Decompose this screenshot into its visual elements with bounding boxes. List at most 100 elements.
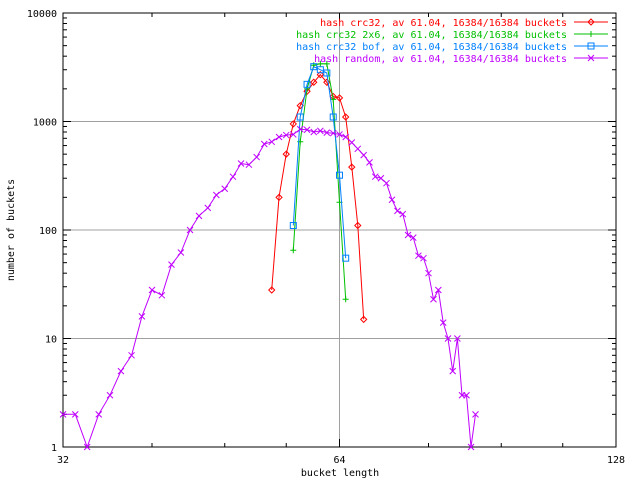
data-point [260, 140, 268, 148]
data-point [435, 286, 442, 294]
series-layer [59, 60, 479, 451]
data-point [323, 129, 331, 136]
data-point [268, 286, 276, 294]
legend-entry: hash crc32 2x6, av 61.04, 16384/16384 bu… [296, 30, 608, 41]
data-point [366, 159, 373, 166]
legend-label: hash crc32 2x6, av 61.04, 16384/16384 bu… [296, 30, 567, 41]
data-point [316, 127, 324, 135]
data-point [317, 60, 324, 67]
data-point [409, 234, 417, 242]
data-point [341, 113, 350, 121]
legend-label: hash crc32, av 61.04, 16384/16384 bucket… [320, 18, 567, 29]
data-point [342, 296, 349, 303]
series-line [292, 66, 347, 259]
data-point [204, 204, 212, 212]
data-point [330, 96, 337, 103]
data-point [290, 247, 297, 254]
data-point [83, 443, 91, 451]
series-3 [289, 63, 350, 262]
data-point [383, 179, 390, 187]
data-point [348, 163, 356, 171]
data-point [359, 315, 368, 324]
data-point [138, 312, 146, 320]
legend-entry: hash crc32 bof, av 61.04, 16384/16384 bu… [296, 42, 608, 53]
data-point [335, 94, 344, 102]
data-point [348, 139, 356, 146]
data-point [303, 126, 311, 134]
x-tick-label: 32 [57, 455, 69, 466]
legend-entry: hash random, av 61.04, 16384/16384 bucke… [314, 54, 608, 65]
x-axis-title: bucket length [301, 468, 379, 479]
data-point [336, 171, 343, 179]
data-point [439, 319, 447, 326]
data-point [229, 173, 237, 181]
plot-frame [62, 12, 617, 448]
data-point [289, 222, 297, 230]
data-point [310, 78, 318, 86]
data-point [148, 286, 156, 294]
data-point [420, 254, 427, 262]
data-point [237, 160, 245, 167]
data-point [95, 410, 103, 418]
legend-swatch-marker [587, 54, 595, 62]
data-point [117, 367, 125, 375]
data-point [177, 249, 185, 256]
data-point [354, 145, 362, 153]
data-point [371, 173, 379, 181]
data-point [275, 133, 283, 141]
data-point [168, 261, 175, 268]
data-point [289, 120, 298, 128]
y-tick-label: 1000 [33, 118, 57, 129]
data-point [329, 129, 337, 137]
data-point [310, 63, 318, 71]
legend-swatch-marker [588, 31, 594, 37]
data-point [303, 87, 311, 95]
data-point [454, 335, 461, 342]
legend-entry: hash crc32, av 61.04, 16384/16384 bucket… [320, 18, 608, 29]
data-point [282, 150, 290, 158]
data-point [463, 391, 470, 399]
data-point [399, 210, 407, 218]
data-point [425, 269, 432, 277]
data-point [316, 70, 325, 79]
legend-swatch-marker [587, 42, 595, 50]
data-point [128, 351, 135, 359]
data-point [336, 131, 343, 138]
data-point [342, 254, 350, 262]
data-point [221, 185, 229, 193]
data-point [253, 153, 261, 161]
data-point [59, 410, 67, 418]
series-2 [290, 60, 349, 303]
data-point [296, 101, 304, 110]
data-point [268, 138, 276, 146]
series-1 [268, 70, 368, 324]
data-point [449, 367, 457, 375]
data-point [323, 69, 331, 77]
legend-label: hash crc32 bof, av 61.04, 16384/16384 bu… [296, 42, 567, 53]
data-point [303, 80, 311, 88]
data-point [360, 151, 368, 159]
data-point [71, 410, 79, 418]
data-point [323, 78, 331, 86]
data-point [296, 125, 304, 133]
grid [63, 13, 616, 447]
data-point [444, 335, 452, 342]
x-tick-label: 128 [607, 455, 625, 466]
legend: hash crc32, av 61.04, 16384/16384 bucket… [296, 18, 608, 65]
data-point [158, 291, 166, 299]
data-point [388, 196, 396, 204]
data-point [323, 60, 330, 67]
series-line [271, 73, 365, 320]
data-point [342, 133, 350, 141]
data-point [195, 212, 203, 220]
data-point [275, 193, 283, 202]
data-point [212, 191, 220, 199]
axis-ticks: 1 10 100 1000 10000 32 64 128 [27, 9, 625, 466]
data-point [106, 391, 114, 399]
data-point [282, 131, 290, 139]
data-point [296, 113, 304, 121]
data-point [245, 161, 253, 169]
y-tick-label: 10 [45, 335, 57, 346]
data-point [377, 174, 385, 182]
